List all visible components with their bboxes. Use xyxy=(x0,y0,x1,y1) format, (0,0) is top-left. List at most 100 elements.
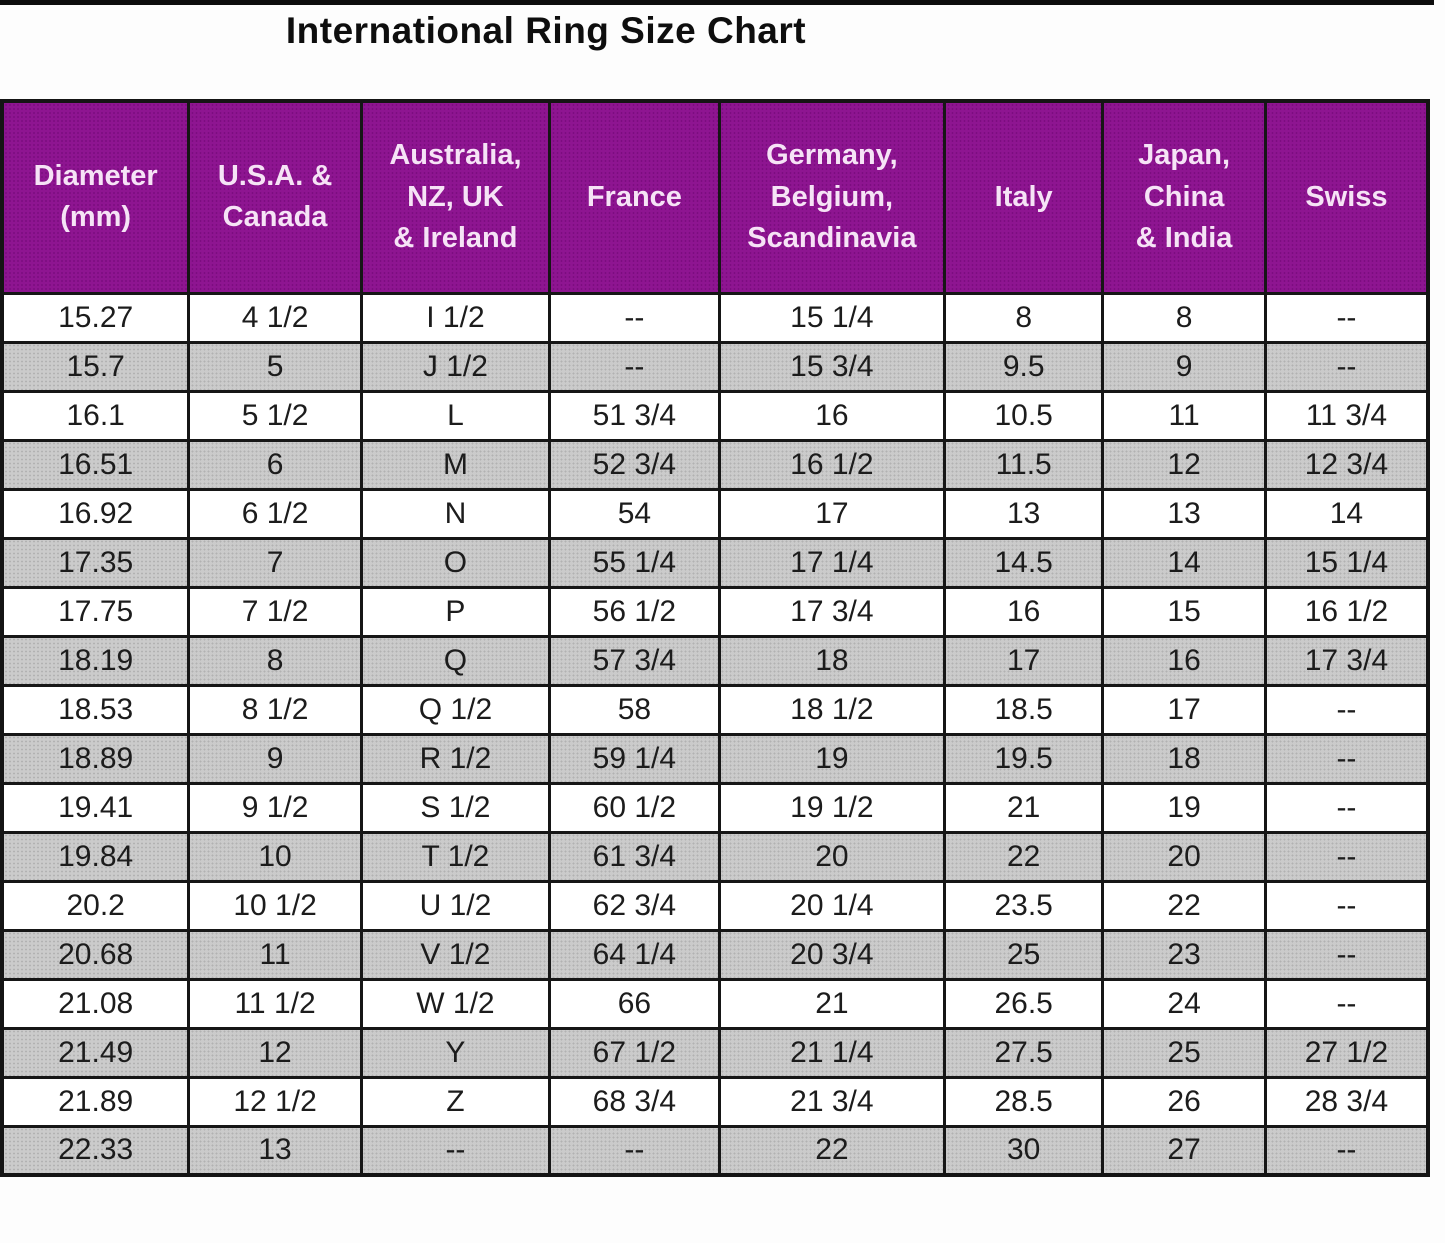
table-cell: 26.5 xyxy=(943,977,1105,1030)
table-cell: 27 xyxy=(1101,1124,1267,1177)
table-cell: 21.49 xyxy=(0,1026,191,1079)
table-cell: -- xyxy=(1263,781,1430,834)
table-cell: 18.89 xyxy=(0,732,191,785)
table-cell: 18 xyxy=(717,634,947,687)
table-cell: 11 xyxy=(187,928,363,981)
table-cell: 21 3/4 xyxy=(717,1075,947,1128)
table-cell: 11.5 xyxy=(943,438,1105,491)
table-cell: 28 3/4 xyxy=(1263,1075,1430,1128)
table-cell: 19 1/2 xyxy=(717,781,947,834)
table-row: 21.89 12 1/2 Z 68 3/4 21 3/4 28.5 26 28 3/4 xyxy=(0,1075,1430,1128)
table-cell: 12 xyxy=(187,1026,363,1079)
table-cell: 23.5 xyxy=(943,879,1105,932)
table-body: 15.27 4 1/2 I 1/2 -- 15 1/4 8 8 -- 15.7 5 J 1/2 -- 1… xyxy=(0,291,1430,1177)
table-cell: 19.5 xyxy=(943,732,1105,785)
table-cell: 12 xyxy=(1101,438,1267,491)
table-cell: 20 3/4 xyxy=(717,928,947,981)
table-row: 22.33 13 -- -- 22 30 27 -- xyxy=(0,1124,1430,1177)
table-cell: U 1/2 xyxy=(359,879,552,932)
column-header-u-s-a-canada: U.S.A. & Canada xyxy=(187,99,363,295)
table-row: 18.89 9 R 1/2 59 1/4 19 19.5 18 -- xyxy=(0,732,1430,785)
table-cell: 13 xyxy=(943,487,1105,540)
table-cell: V 1/2 xyxy=(359,928,552,981)
column-header-germany-belgium-scandinavia: Germany, Belgium, Scandinavia xyxy=(717,99,947,295)
table-cell: 64 1/4 xyxy=(548,928,721,981)
table-cell: J 1/2 xyxy=(359,340,552,393)
table-cell: 21.89 xyxy=(0,1075,191,1128)
table-cell: 18.19 xyxy=(0,634,191,687)
table-row: 21.08 11 1/2 W 1/2 66 21 26.5 24 -- xyxy=(0,977,1430,1030)
table-cell: 14 xyxy=(1263,487,1430,540)
table-cell: 19 xyxy=(1101,781,1267,834)
table-cell: 8 xyxy=(1101,291,1267,344)
table-cell: 13 xyxy=(187,1124,363,1177)
table-cell: 18.53 xyxy=(0,683,191,736)
table-cell: 6 xyxy=(187,438,363,491)
table-cell: 30 xyxy=(943,1124,1105,1177)
table-cell: 9 xyxy=(1101,340,1267,393)
table-cell: 17 3/4 xyxy=(717,585,947,638)
table-cell: 20.2 xyxy=(0,879,191,932)
table-cell: 21.08 xyxy=(0,977,191,1030)
table-cell: 21 xyxy=(717,977,947,1030)
table-cell: 8 1/2 xyxy=(187,683,363,736)
table-cell: 14 xyxy=(1101,536,1267,589)
table-cell: -- xyxy=(1263,291,1430,344)
table-cell: 9.5 xyxy=(943,340,1105,393)
table-cell: 15 1/4 xyxy=(717,291,947,344)
table-cell: 16.1 xyxy=(0,389,191,442)
table-cell: 22 xyxy=(943,830,1105,883)
ring-size-table: Diameter (mm) U.S.A. & Canada Australia, N… xyxy=(0,99,1430,1177)
table-cell: 11 3/4 xyxy=(1263,389,1430,442)
table-cell: O xyxy=(359,536,552,589)
table-cell: 51 3/4 xyxy=(548,389,721,442)
table-cell: 10 1/2 xyxy=(187,879,363,932)
column-header-swiss: Swiss xyxy=(1263,99,1430,295)
table-cell: 5 xyxy=(187,340,363,393)
table-cell: 9 xyxy=(187,732,363,785)
table-row: 15.27 4 1/2 I 1/2 -- 15 1/4 8 8 -- xyxy=(0,291,1430,344)
table-cell: 17 xyxy=(717,487,947,540)
table-cell: 17 xyxy=(1101,683,1267,736)
table-cell: 8 xyxy=(943,291,1105,344)
table-cell: 9 1/2 xyxy=(187,781,363,834)
table-cell: 59 1/4 xyxy=(548,732,721,785)
table-cell: 5 1/2 xyxy=(187,389,363,442)
table-cell: 19.41 xyxy=(0,781,191,834)
table-row: 15.7 5 J 1/2 -- 15 3/4 9.5 9 -- xyxy=(0,340,1430,393)
table-cell: -- xyxy=(1263,928,1430,981)
table-cell: 54 xyxy=(548,487,721,540)
table-row: 16.1 5 1/2 L 51 3/4 16 10.5 11 11 3/4 xyxy=(0,389,1430,442)
table-cell: 27 1/2 xyxy=(1263,1026,1430,1079)
table-cell: -- xyxy=(359,1124,552,1177)
table-cell: 15.27 xyxy=(0,291,191,344)
table-cell: 11 xyxy=(1101,389,1267,442)
table-cell: 23 xyxy=(1101,928,1267,981)
table-cell: 61 3/4 xyxy=(548,830,721,883)
table-cell: 52 3/4 xyxy=(548,438,721,491)
column-header-australia-nz-uk-ireland: Australia, NZ, UK & Ireland xyxy=(359,99,552,295)
table-cell: 68 3/4 xyxy=(548,1075,721,1128)
table-cell: M xyxy=(359,438,552,491)
table-cell: 21 1/4 xyxy=(717,1026,947,1079)
table-cell: -- xyxy=(1263,977,1430,1030)
table-cell: 20.68 xyxy=(0,928,191,981)
table-cell: 20 xyxy=(1101,830,1267,883)
table-cell: 16 1/2 xyxy=(717,438,947,491)
table-row: 18.19 8 Q 57 3/4 18 17 16 17 3/4 xyxy=(0,634,1430,687)
table-cell: 16 xyxy=(943,585,1105,638)
table-row: 20.68 11 V 1/2 64 1/4 20 3/4 25 23 -- xyxy=(0,928,1430,981)
table-cell: 58 xyxy=(548,683,721,736)
table-cell: 56 1/2 xyxy=(548,585,721,638)
column-header-diameter-mm: Diameter (mm) xyxy=(0,99,191,295)
table-cell: -- xyxy=(1263,683,1430,736)
table-cell: 15.7 xyxy=(0,340,191,393)
column-header-france: France xyxy=(548,99,721,295)
table-cell: R 1/2 xyxy=(359,732,552,785)
table-cell: 15 xyxy=(1101,585,1267,638)
table-cell: 11 1/2 xyxy=(187,977,363,1030)
table-row: 18.53 8 1/2 Q 1/2 58 18 1/2 18.5 17 -- xyxy=(0,683,1430,736)
table-cell: 66 xyxy=(548,977,721,1030)
table-cell: Q 1/2 xyxy=(359,683,552,736)
table-cell: 20 xyxy=(717,830,947,883)
